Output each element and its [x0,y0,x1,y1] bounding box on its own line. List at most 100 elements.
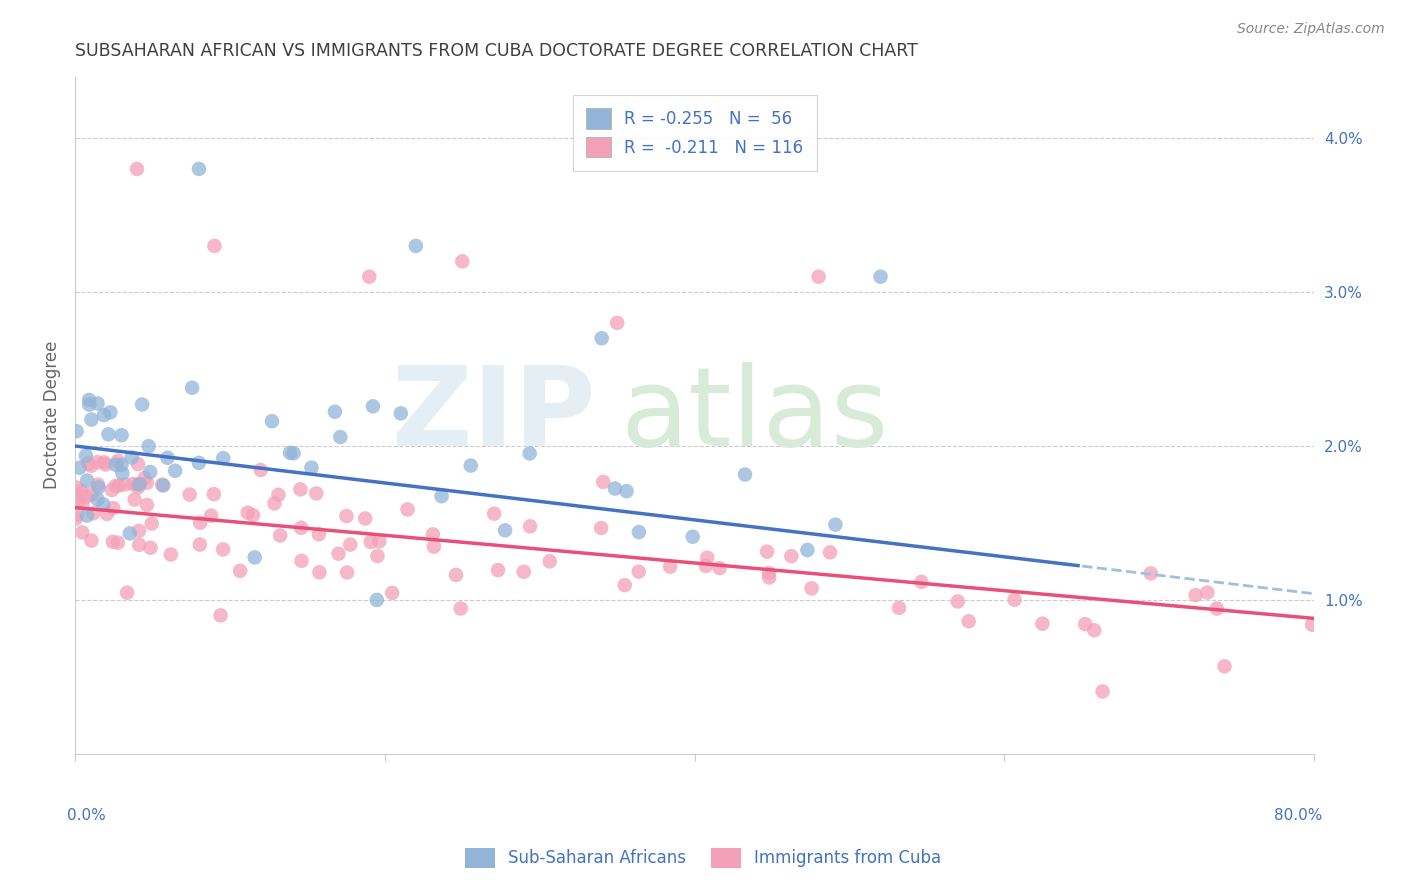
Point [1074,617,1097,632]
Point [450,601,472,615]
Text: 0.0%: 0.0% [67,808,105,822]
Point [104,458,127,472]
Point [75,449,97,463]
Point [118,526,141,541]
Point [76,508,98,523]
Point [138,439,160,453]
Point [107,454,129,468]
Point [519,519,541,533]
Point [82,487,104,501]
Point [695,558,717,573]
Point [136,475,159,490]
Point [150,477,173,491]
Point [301,460,323,475]
Point [290,554,312,568]
Point [86,492,108,507]
Legend: R = -0.255   N =  56, R =  -0.211   N = 116: R = -0.255 N = 56, R = -0.211 N = 116 [572,95,817,170]
Point [187,161,209,176]
Y-axis label: Doctorate Degree: Doctorate Degree [44,341,60,490]
Point [128,477,150,491]
Point [606,316,628,330]
Point [592,475,614,489]
Point [179,487,201,501]
Point [115,585,138,599]
Point [910,574,932,589]
Point [405,239,427,253]
Point [204,239,226,253]
Point [82,506,104,520]
Text: 80.0%: 80.0% [1274,808,1322,822]
Point [368,534,391,549]
Point [101,483,124,497]
Point [125,161,148,176]
Point [80,412,103,426]
Point [77,457,100,471]
Point [156,450,179,465]
Point [66,508,89,522]
Point [65,480,87,494]
Point [229,564,252,578]
Point [87,480,110,494]
Point [818,545,841,559]
Point [181,381,204,395]
Point [110,458,132,472]
Text: Source: ZipAtlas.com: Source: ZipAtlas.com [1237,22,1385,37]
Point [329,430,352,444]
Point [128,538,150,552]
Point [444,568,467,582]
Point [124,492,146,507]
Point [212,451,235,466]
Text: atlas: atlas [620,362,889,468]
Point [659,559,682,574]
Point [807,269,830,284]
Point [72,525,94,540]
Point [188,516,211,530]
Point [103,501,125,516]
Point [756,544,779,558]
Point [512,565,534,579]
Point [134,471,156,485]
Point [308,566,330,580]
Point [780,549,803,563]
Point [1197,585,1219,599]
Point [127,457,149,471]
Point [243,550,266,565]
Point [98,405,121,419]
Point [141,516,163,531]
Point [75,490,97,504]
Point [366,549,388,563]
Text: SUBSAHARAN AFRICAN VS IMMIGRANTS FROM CUBA DOCTORATE DEGREE CORRELATION CHART: SUBSAHARAN AFRICAN VS IMMIGRANTS FROM CU… [75,42,918,60]
Point [131,398,153,412]
Point [354,511,377,525]
Point [260,414,283,428]
Point [519,446,541,460]
Point [627,565,650,579]
Point [538,554,561,568]
Point [290,483,312,497]
Point [709,561,731,575]
Point [336,566,359,580]
Point [111,467,134,481]
Point [65,424,87,438]
Point [1301,617,1323,632]
Point [188,537,211,551]
Point [72,496,94,510]
Point [96,507,118,521]
Point [94,458,117,472]
Point [267,488,290,502]
Point [682,530,704,544]
Point [696,550,718,565]
Point [381,586,404,600]
Point [65,512,87,526]
Point [758,566,780,580]
Point [127,477,149,491]
Point [97,427,120,442]
Point [389,406,412,420]
Point [887,600,910,615]
Point [139,465,162,479]
Point [451,254,474,268]
Point [328,547,350,561]
Point [86,455,108,469]
Point [160,548,183,562]
Point [308,527,330,541]
